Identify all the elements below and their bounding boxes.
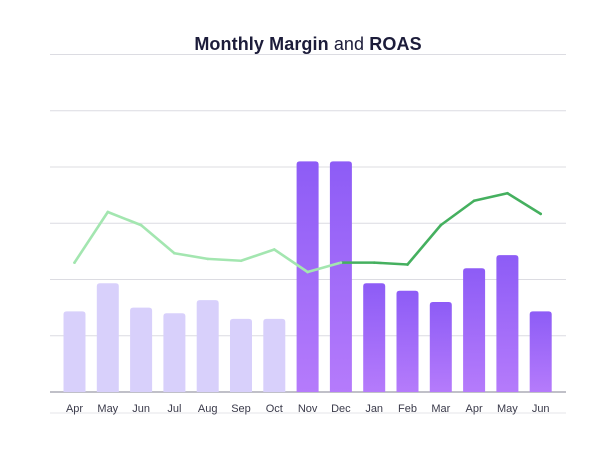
chart-title-part1: Monthly Margin — [194, 34, 329, 54]
line-segment-3 — [173, 251, 209, 261]
bar-oct-6 — [263, 318, 286, 392]
x-tick-label: Mar — [431, 403, 450, 415]
line-point-14 — [539, 212, 542, 216]
x-tick-label: Nov — [298, 403, 318, 415]
x-tick-label: May — [97, 403, 118, 415]
x-tick-label: Apr — [466, 403, 483, 415]
tick-layer: Apr May Jun Jul Aug Sep Oct Nov Dec Jan Feb Mar Apr M… — [66, 403, 550, 415]
x-tick-label: May — [497, 403, 518, 415]
x-tick-label: Jun — [132, 403, 150, 415]
bar-jan-9 — [363, 283, 386, 392]
line-segment-13 — [506, 191, 543, 216]
x-tick-label: Jun — [532, 403, 550, 415]
line-segment-0 — [73, 210, 110, 264]
x-tick-label: Aug — [198, 403, 218, 415]
line-segment-4 — [206, 257, 243, 263]
line-point-11 — [439, 223, 443, 227]
line-segment-2 — [139, 223, 176, 255]
x-tick-label: Jan — [365, 403, 383, 415]
line-segment-7 — [306, 261, 343, 274]
line-point-9 — [372, 261, 376, 264]
line-point-8 — [339, 261, 343, 264]
x-tick-label: Dec — [331, 403, 351, 415]
line-segment-1 — [106, 210, 143, 227]
chart-title-part3: ROAS — [369, 34, 422, 54]
bar-feb-10 — [396, 290, 419, 392]
x-tick-label: Jul — [167, 403, 181, 415]
line-point-6 — [273, 248, 276, 251]
x-tick-label: Sep — [231, 403, 251, 415]
line-point-2 — [139, 223, 143, 227]
line-segment-10 — [406, 223, 443, 266]
chart-title-part2: and — [328, 34, 370, 54]
bar-jun-2 — [130, 307, 153, 392]
line-point-0 — [73, 261, 76, 264]
bar-jun-14 — [529, 311, 552, 392]
bar-sep-5 — [230, 318, 252, 392]
line-point-1 — [106, 210, 110, 214]
line-point-10 — [406, 263, 409, 266]
line-point-12 — [472, 199, 476, 203]
line-segment-11 — [439, 199, 476, 227]
x-tick-label: Apr — [66, 403, 83, 415]
bar-may-1 — [96, 283, 119, 392]
bar-nov-7 — [296, 161, 319, 392]
bar-may-13 — [496, 255, 519, 392]
line-point-13 — [506, 191, 509, 195]
bar-layer — [63, 161, 552, 392]
line-segment-9 — [372, 261, 409, 266]
line-point-3 — [173, 251, 176, 255]
line-point-7 — [306, 270, 309, 274]
line-layer — [73, 191, 543, 274]
x-tick-label: Oct — [266, 403, 283, 415]
bar-apr-0 — [63, 311, 86, 392]
line-point-5 — [239, 259, 243, 263]
x-tick-label: Feb — [398, 403, 417, 415]
chart-title: Monthly Margin and ROAS — [0, 34, 616, 55]
bar-apr-12 — [463, 268, 486, 392]
line-segment-12 — [472, 191, 509, 203]
line-segment-5 — [239, 248, 276, 263]
line-point-4 — [206, 257, 209, 261]
bar-aug-4 — [196, 300, 219, 392]
bar-mar-11 — [429, 302, 452, 392]
line-segment-6 — [272, 248, 309, 274]
bar-jul-3 — [163, 313, 186, 392]
bar-dec-8 — [329, 161, 352, 392]
